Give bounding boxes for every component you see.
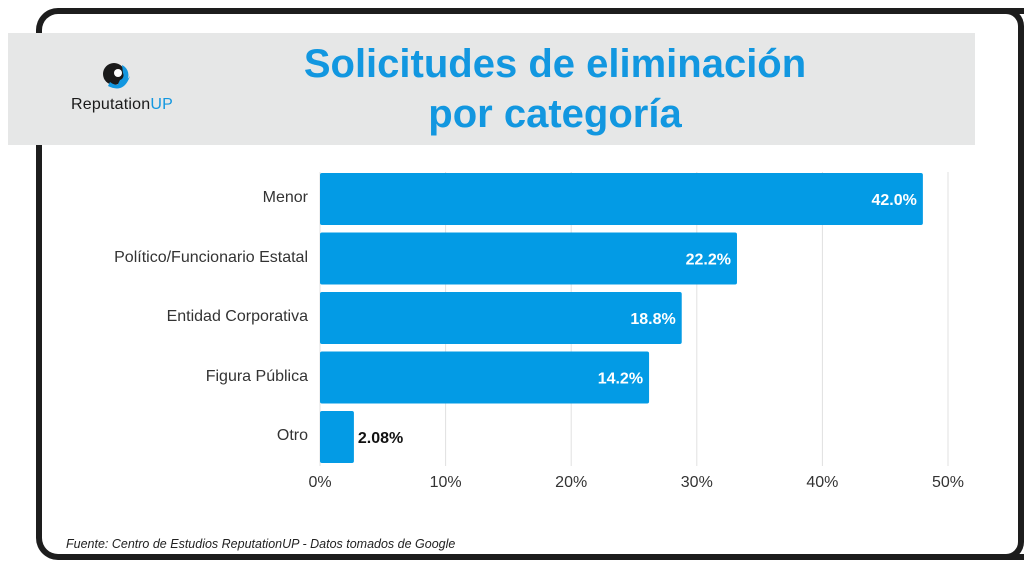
title-line-2: por categoría (428, 92, 682, 136)
x-tick-label: 50% (931, 474, 965, 491)
logo-text: ReputationUP (70, 96, 174, 113)
x-tick-label: 20% (555, 474, 588, 491)
outer-frame-right (990, 8, 1024, 560)
source-note: Fuente: Centro de Estudios ReputationUP … (66, 537, 456, 551)
title-line-1: Solicitudes de eliminación (303, 42, 807, 86)
category-label: Otro (276, 427, 308, 444)
logo-mark-icon (103, 63, 130, 89)
bar (320, 292, 682, 344)
category-label: Político/Funcionario Estatal (114, 248, 308, 266)
category-label: Entidad Corporativa (166, 308, 308, 325)
data-label: 2.08% (358, 430, 403, 447)
bar (320, 351, 650, 404)
chart-title: Solicitudes de eliminación por categoría (240, 33, 870, 145)
bar (320, 232, 737, 285)
outer-frame (36, 8, 1024, 560)
category-label: Figura Pública (205, 367, 308, 385)
data-label: 14.2% (598, 371, 643, 388)
data-label: 42.0% (872, 192, 917, 209)
category-label: Menor (262, 189, 308, 206)
data-label: 18.8% (630, 311, 675, 328)
x-tick-label: 40% (806, 474, 839, 491)
bar (320, 173, 923, 225)
title-banner (8, 33, 975, 145)
x-tick-label: 0% (308, 474, 332, 491)
reputationup-logo: ReputationUP (62, 60, 182, 124)
data-label: 22.2% (686, 252, 731, 269)
bar (320, 411, 354, 463)
x-tick-label: 30% (680, 474, 713, 491)
x-tick-label: 10% (429, 474, 462, 491)
